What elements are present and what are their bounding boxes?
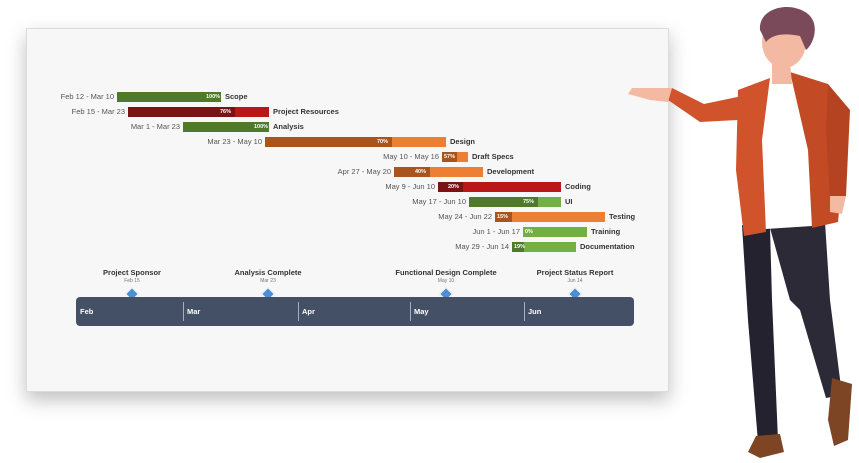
milestone-title: Functional Design Complete <box>395 268 497 277</box>
timeline-bar: Feb Mar Apr May Jun <box>76 297 634 326</box>
task-row: May 29 - Jun 14 19% Documentation <box>0 241 859 253</box>
task-bar[interactable]: 76% <box>128 107 269 117</box>
bar-remaining <box>512 212 605 222</box>
milestone-date: May 10 <box>437 278 455 284</box>
task-row: Jun 1 - Jun 17 0% Training <box>0 226 859 238</box>
task-percent: 100% <box>206 94 221 100</box>
task-dates: Apr 27 - May 20 <box>337 167 391 176</box>
task-row: May 9 - Jun 10 20% Coding <box>0 181 859 193</box>
task-name: Scope <box>225 92 248 101</box>
task-name: Documentation <box>580 242 635 251</box>
milestone-title: Project Sponsor <box>103 268 161 277</box>
task-name: Analysis <box>273 122 304 131</box>
bar-progress-fill <box>394 167 430 177</box>
bar-progress-fill <box>183 122 269 132</box>
task-bar[interactable]: 0% <box>523 227 587 237</box>
task-dates: May 29 - Jun 14 <box>455 242 509 251</box>
milestone-title: Project Status Report <box>536 268 614 277</box>
task-bar[interactable]: 15% <box>495 212 605 222</box>
bar-remaining <box>523 227 587 237</box>
task-name: UI <box>565 197 573 206</box>
task-row: May 10 - May 16 57% Draft Specs <box>0 151 859 163</box>
task-bar[interactable]: 75% <box>469 197 561 207</box>
task-bar[interactable]: 20% <box>438 182 561 192</box>
presenter-illustration <box>628 7 852 458</box>
milestone-title: Analysis Complete <box>234 268 302 277</box>
task-row: Feb 15 - Mar 23 76% Project Resources <box>0 106 859 118</box>
bar-progress-fill <box>117 92 221 102</box>
milestone-date: Feb 15 <box>124 278 140 284</box>
task-dates: May 24 - Jun 22 <box>438 212 492 221</box>
task-dates: Feb 15 - Mar 23 <box>71 107 125 116</box>
task-bar[interactable]: 100% <box>183 122 269 132</box>
bar-remaining <box>392 137 446 147</box>
task-percent: 57% <box>444 154 456 160</box>
timeline-month-label: Jun <box>528 307 542 316</box>
bar-progress-fill <box>495 212 512 222</box>
timeline-month-label: May <box>414 307 429 316</box>
bar-remaining <box>457 152 468 162</box>
task-percent: 100% <box>254 124 269 130</box>
task-dates: May 17 - Jun 10 <box>412 197 466 206</box>
task-percent: 15% <box>497 214 509 220</box>
task-percent: 70% <box>377 139 389 145</box>
task-row: Apr 27 - May 20 40% Development <box>0 166 859 178</box>
task-row: Mar 1 - Mar 23 100% Analysis <box>0 121 859 133</box>
task-dates: Mar 23 - May 10 <box>207 137 262 146</box>
task-bar[interactable]: 100% <box>117 92 221 102</box>
task-row: Mar 23 - May 10 70% Design <box>0 136 859 148</box>
task-percent: 19% <box>514 244 526 250</box>
bar-remaining <box>430 167 483 177</box>
timeline-month-label: Feb <box>80 307 94 316</box>
timeline-month-label: Mar <box>187 307 201 316</box>
bar-progress-fill <box>438 182 463 192</box>
bar-remaining <box>463 182 561 192</box>
timeline-divider <box>298 302 299 321</box>
bar-progress-fill <box>442 152 457 162</box>
bar-progress-fill <box>128 107 235 117</box>
task-percent: 76% <box>220 109 232 115</box>
task-row: Feb 12 - Mar 10 100% Scope <box>0 91 859 103</box>
bar-remaining <box>524 242 576 252</box>
task-dates: May 9 - Jun 10 <box>385 182 435 191</box>
task-percent: 20% <box>448 184 460 190</box>
bar-remaining <box>538 197 561 207</box>
task-name: Design <box>450 137 476 146</box>
gantt-slide <box>26 28 669 392</box>
bar-progress-fill <box>512 242 524 252</box>
task-percent: 0% <box>525 229 533 235</box>
task-name: Draft Specs <box>472 152 514 161</box>
task-name: Coding <box>565 182 591 191</box>
task-bar[interactable]: 70% <box>265 137 446 147</box>
bar-progress-fill <box>265 137 392 147</box>
task-row: May 17 - Jun 10 75% UI <box>0 196 859 208</box>
task-dates: Mar 1 - Mar 23 <box>130 122 180 131</box>
task-bar[interactable]: 40% <box>394 167 483 177</box>
task-name: Testing <box>609 212 636 221</box>
task-bar[interactable]: 19% <box>512 242 576 252</box>
task-name: Training <box>591 227 621 236</box>
task-row: May 24 - Jun 22 15% Testing <box>0 211 859 223</box>
task-percent: 75% <box>523 199 535 205</box>
task-dates: Feb 12 - Mar 10 <box>60 92 114 101</box>
task-dates: Jun 1 - Jun 17 <box>472 227 520 236</box>
task-name: Development <box>487 167 535 176</box>
timeline-divider <box>183 302 184 321</box>
timeline-divider <box>524 302 525 321</box>
timeline-month-label: Apr <box>302 307 315 316</box>
milestone-date: Mar 23 <box>260 278 276 284</box>
bar-remaining <box>235 107 269 117</box>
task-percent: 40% <box>415 169 427 175</box>
bar-progress-fill <box>469 197 538 207</box>
milestone-date: Jun 14 <box>567 278 583 284</box>
task-name: Project Resources <box>273 107 339 116</box>
timeline-divider <box>410 302 411 321</box>
task-dates: May 10 - May 16 <box>383 152 439 161</box>
task-bar[interactable]: 57% <box>442 152 468 162</box>
